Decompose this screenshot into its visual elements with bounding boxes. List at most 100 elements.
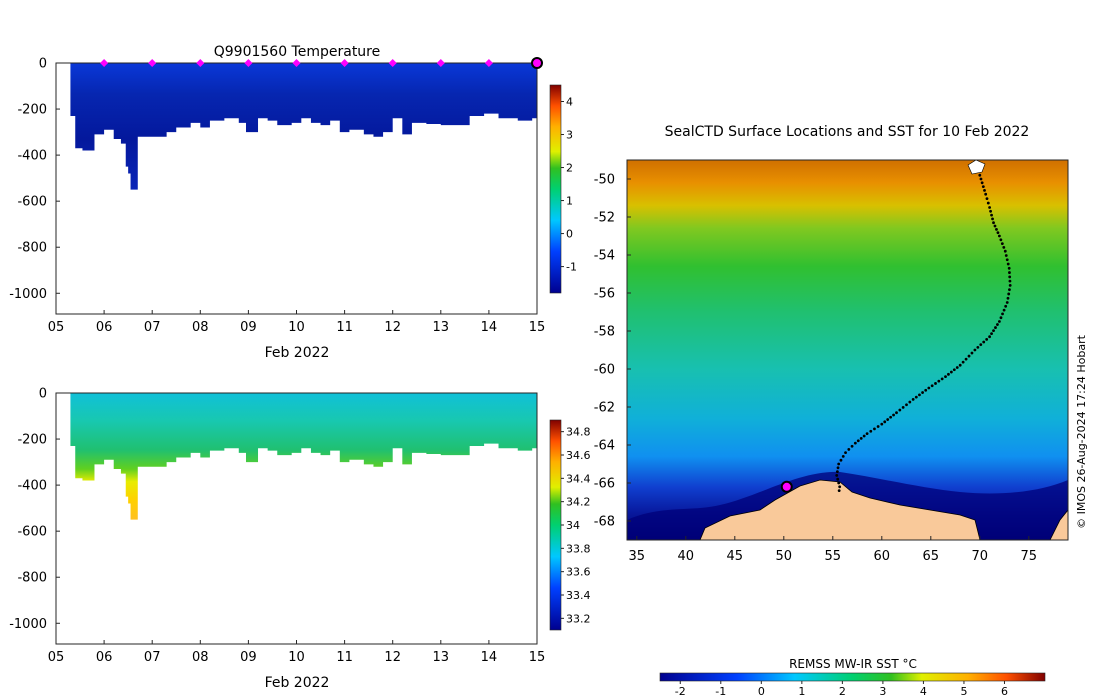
track-point: [883, 420, 887, 424]
track-point: [981, 185, 985, 189]
salinity-colorbar-ticks: 34.8 34.6 34.4 34.2 34 33.8 33.6 33.4 33.2: [561, 426, 591, 625]
track-point: [859, 436, 863, 440]
sst-colorbar-tick-label: -2: [675, 685, 686, 698]
track-point: [838, 485, 842, 489]
temperature-colorbar-ticks: 4 3 2 1 0 -1: [561, 96, 577, 274]
x-tick-label: 07: [144, 650, 161, 665]
y-tick-label: -1000: [9, 287, 47, 302]
colorbar-tick-label: 34.8: [566, 426, 591, 439]
map-axes-box: [626, 159, 1069, 541]
track-point: [841, 455, 845, 458]
x-tick-label: 08: [192, 320, 209, 335]
x-tick-label: 15: [529, 650, 546, 665]
seal-track: [835, 173, 1012, 492]
colorbar-tick-label: 33.8: [566, 542, 591, 555]
track-point: [1008, 271, 1011, 274]
track-point: [1008, 279, 1012, 283]
track-point: [944, 375, 947, 378]
track-point: [905, 403, 908, 407]
track-point: [1003, 249, 1007, 253]
surface-marker: [244, 59, 253, 67]
temperature-y-ticks: 0 -200 -400 -600 -800 -1000: [9, 57, 60, 302]
y-tick-label: -200: [17, 433, 47, 448]
track-point: [984, 192, 988, 196]
y-tick-label: -200: [17, 103, 47, 118]
track-point: [937, 379, 941, 383]
track-point: [992, 329, 995, 333]
seal-current-position: [780, 480, 793, 493]
map-y-tick-label: -64: [594, 439, 615, 454]
track-point: [976, 345, 980, 349]
map-y-tick-label: -56: [594, 287, 615, 302]
colorbar-tick-label: 3: [566, 129, 573, 142]
x-tick-label: 05: [48, 650, 65, 665]
track-point: [880, 422, 884, 426]
x-tick-label: 09: [240, 650, 257, 665]
salinity-x-label: Feb 2022: [265, 675, 330, 691]
track-point: [1005, 258, 1009, 262]
salinity-section-plot: 05 06 07 08 09 10 11 12 13 14 15 0 -200 -400 -600 -800…: [9, 387, 590, 692]
track-point: [999, 316, 1003, 320]
antarctica-land-east: [1049, 509, 1068, 540]
temperature-heatmap: [70, 63, 537, 190]
map-x-tick-label: 60: [874, 549, 891, 564]
track-point: [991, 217, 994, 221]
track-point: [973, 348, 977, 352]
x-tick-label: 11: [336, 320, 353, 335]
track-point: [837, 489, 841, 492]
track-point: [1006, 296, 1010, 300]
x-tick-label: 11: [336, 650, 353, 665]
surface-marker: [196, 59, 205, 67]
track-point: [999, 238, 1003, 242]
track-point: [836, 466, 840, 470]
y-tick-label: -400: [17, 479, 47, 494]
temperature-data-area: [70, 63, 537, 190]
track-point: [995, 227, 998, 231]
track-point: [988, 335, 991, 339]
track-point: [835, 470, 839, 473]
map-x-tick-label: 50: [776, 549, 793, 564]
track-point: [837, 481, 841, 485]
colorbar-tick-label: 1: [566, 195, 573, 208]
surface-marker: [148, 59, 157, 67]
sst-colorbar-tick-label: -1: [715, 685, 726, 698]
track-point: [970, 351, 974, 355]
map-y-tick-label: -52: [594, 211, 615, 226]
colorbar-tick-label: 2: [566, 162, 573, 175]
colorbar-tick-label: 33.6: [566, 566, 591, 579]
map-y-tick-label: -60: [594, 363, 615, 378]
x-tick-label: 06: [96, 320, 113, 335]
track-point: [983, 189, 986, 192]
track-point: [876, 425, 880, 428]
track-point: [998, 234, 1001, 238]
sst-colorbar-tick-label: 4: [920, 685, 927, 698]
track-point: [940, 377, 944, 381]
colorbar-tick-label: 34: [566, 519, 580, 532]
map-x-tick-label: 35: [629, 549, 646, 564]
temperature-x-label: Feb 2022: [265, 345, 330, 361]
y-tick-label: -600: [17, 525, 47, 540]
surface-marker: [388, 59, 397, 67]
track-point: [921, 391, 924, 394]
track-point: [911, 398, 915, 401]
colorbar-tick-label: 33.2: [566, 612, 591, 625]
track-point: [996, 323, 999, 326]
sst-colorbar-ticks: -2 -1 0 1 2 3 4 5 6: [675, 681, 1008, 698]
track-point: [1000, 242, 1004, 246]
track-point: [985, 337, 989, 341]
track-point: [985, 197, 989, 201]
x-tick-label: 05: [48, 320, 65, 335]
track-point: [988, 206, 991, 209]
track-point: [889, 415, 893, 419]
x-tick-label: 08: [192, 650, 209, 665]
track-point: [961, 360, 965, 364]
colorbar-tick-label: 4: [566, 96, 573, 109]
map-longitude-ticks: 35 40 45 50 55 60 65 70 75: [629, 536, 1037, 564]
track-point: [996, 231, 1000, 235]
y-tick-label: -800: [17, 241, 47, 256]
track-point: [914, 395, 918, 399]
track-point: [1007, 266, 1011, 270]
track-point: [980, 181, 984, 185]
surface-marker: [292, 59, 301, 67]
